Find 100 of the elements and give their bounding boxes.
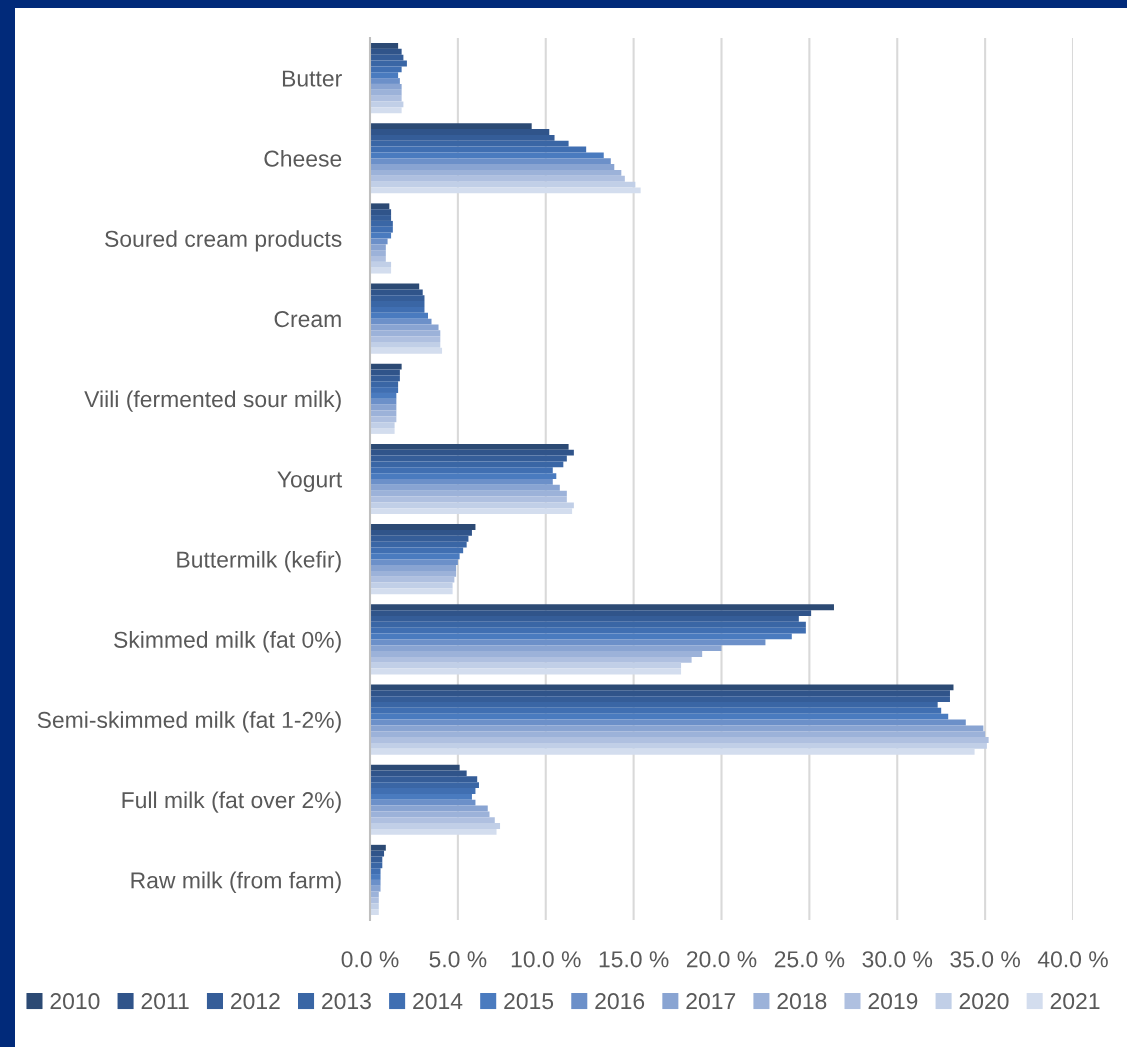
bar [370, 158, 611, 165]
x-tick-label: 20.0 % [686, 951, 757, 968]
bar [370, 342, 441, 348]
bar [370, 66, 402, 73]
bar [370, 134, 555, 141]
bar [370, 811, 490, 818]
bar [370, 324, 439, 331]
bar [370, 484, 560, 491]
bar [370, 443, 569, 450]
bar [370, 449, 574, 456]
bar [370, 78, 400, 84]
bar [370, 215, 392, 221]
bar [370, 404, 397, 411]
bar [370, 330, 441, 337]
bar [370, 398, 397, 405]
bar [370, 416, 397, 423]
y-tick-label: Buttermilk (kefir) [177, 550, 341, 573]
y-tick-label: Raw milk (from farm) [131, 871, 341, 893]
bar [370, 725, 984, 732]
bar [370, 422, 395, 429]
legend-label: 2016 [595, 993, 645, 1010]
bar [370, 742, 987, 749]
bar [370, 868, 381, 875]
bar [370, 152, 604, 159]
bar [370, 850, 385, 857]
y-tick-label: Viili (fermented sour milk) [84, 390, 341, 412]
bar [370, 261, 392, 268]
bar [370, 748, 975, 755]
bar [370, 508, 573, 515]
y-tick-label: Full milk (fat over 2%) [122, 791, 341, 813]
bar [370, 782, 479, 789]
bar [370, 336, 441, 343]
x-tick-label: 30.0 % [862, 951, 933, 968]
bar [370, 559, 458, 566]
bar [370, 107, 402, 114]
x-tick-label: 10.0 % [511, 951, 581, 968]
bar [370, 696, 950, 703]
bar [370, 473, 557, 479]
y-tick-label: Skimmed milk (fat 0%) [114, 631, 341, 653]
bar [370, 203, 390, 210]
bar [370, 737, 989, 743]
bar [370, 428, 395, 434]
y-tick-label: Cheese [264, 149, 342, 167]
bar [370, 524, 476, 530]
bar [370, 301, 425, 307]
bar [370, 576, 455, 583]
y-tick-label: Soured cream products [105, 230, 342, 252]
bar [370, 610, 812, 616]
legend-label: 2010 [50, 993, 100, 1010]
bar [370, 570, 457, 577]
bar [370, 209, 392, 216]
bar [370, 375, 400, 382]
bar [370, 387, 399, 393]
bar [370, 123, 532, 130]
bar [370, 615, 799, 622]
bar [370, 140, 569, 147]
bar [370, 828, 497, 835]
x-tick-label: 15.0 % [599, 951, 669, 968]
bar [370, 656, 692, 663]
x-tick-label: 40.0 % [1037, 951, 1108, 968]
x-tick-label: 35.0 % [950, 951, 1020, 968]
bar [370, 381, 399, 388]
bar [370, 48, 402, 55]
bar [370, 662, 682, 669]
bar [370, 903, 379, 910]
bar [370, 823, 501, 829]
bar [370, 565, 457, 571]
x-tick-label: 25.0 % [774, 951, 845, 968]
bar [370, 639, 766, 646]
bar [370, 72, 399, 79]
bar [370, 874, 381, 880]
bar [370, 255, 386, 262]
legend-label: 2018 [777, 993, 827, 1010]
bar [370, 553, 460, 560]
y-tick-label: Butter [282, 70, 342, 87]
bar [370, 392, 397, 399]
legend-label: 2011 [141, 993, 189, 1010]
legend-label: 2021 [1050, 993, 1100, 1010]
legend-label: 2012 [231, 993, 280, 1010]
bar [370, 43, 399, 49]
bar [370, 250, 386, 256]
bar [370, 776, 478, 783]
bar [370, 707, 942, 714]
bar [370, 101, 404, 108]
bar [370, 467, 553, 474]
bar [370, 347, 443, 354]
bar [370, 799, 476, 806]
legend-label: 2014 [413, 993, 463, 1010]
bar [370, 175, 625, 182]
bar [370, 238, 388, 245]
bar [370, 312, 428, 319]
bar [370, 645, 722, 652]
bar [370, 788, 476, 794]
bar [370, 690, 950, 697]
bar [370, 181, 636, 188]
legend-label: 2015 [504, 993, 554, 1010]
bar [370, 529, 472, 536]
bar [370, 897, 379, 904]
bar [370, 547, 464, 554]
bar [370, 267, 392, 274]
